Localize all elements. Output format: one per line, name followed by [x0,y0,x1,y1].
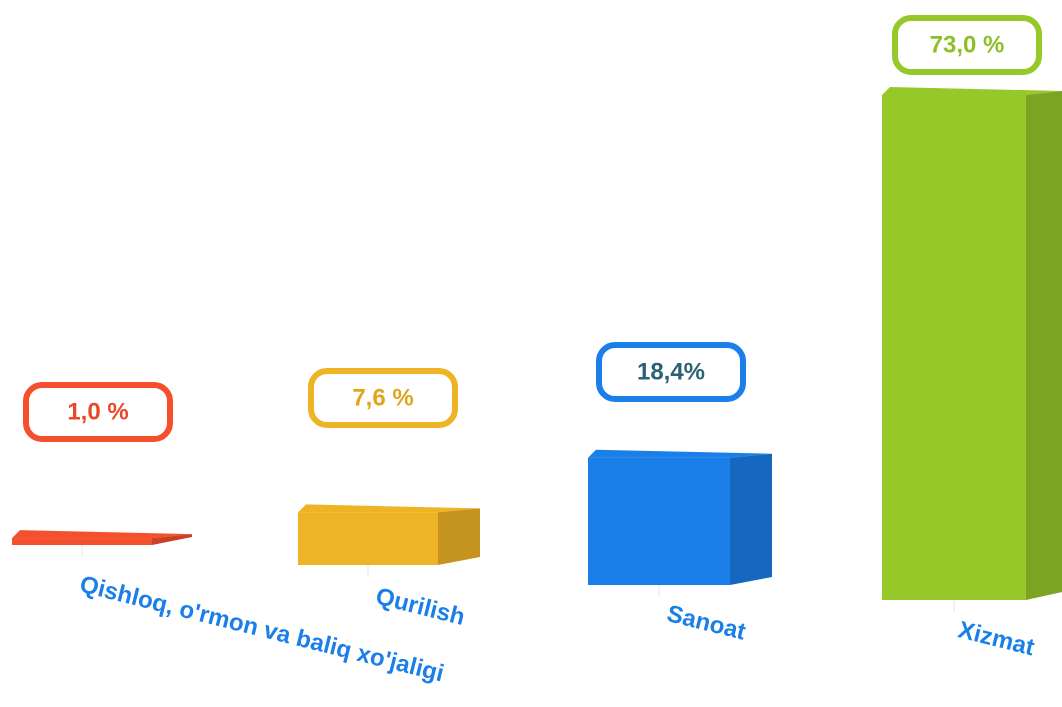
bar [298,512,438,565]
bar [588,457,730,585]
value-label: 1,0 % [67,398,128,425]
value-label-box [892,15,1042,75]
value-label: 73,0 % [930,31,1005,58]
value-label: 7,6 % [352,384,413,411]
bar-top [298,504,480,513]
value-label-box [596,342,746,402]
value-label-box [308,368,458,428]
bar [12,538,152,545]
value-label-box [23,382,173,442]
value-label: 18,4% [637,358,705,385]
category-label: Xizmat [955,616,1037,661]
bar-side [438,508,480,565]
bar-top [588,449,772,458]
bar-side [152,534,192,545]
bar-top [882,87,1062,95]
bar-top [12,530,192,539]
bar [882,95,1026,600]
category-label: Qurilish [373,583,468,631]
bar-side [730,453,772,585]
category-label: Sanoat [664,600,748,646]
bar-side [1026,91,1062,600]
